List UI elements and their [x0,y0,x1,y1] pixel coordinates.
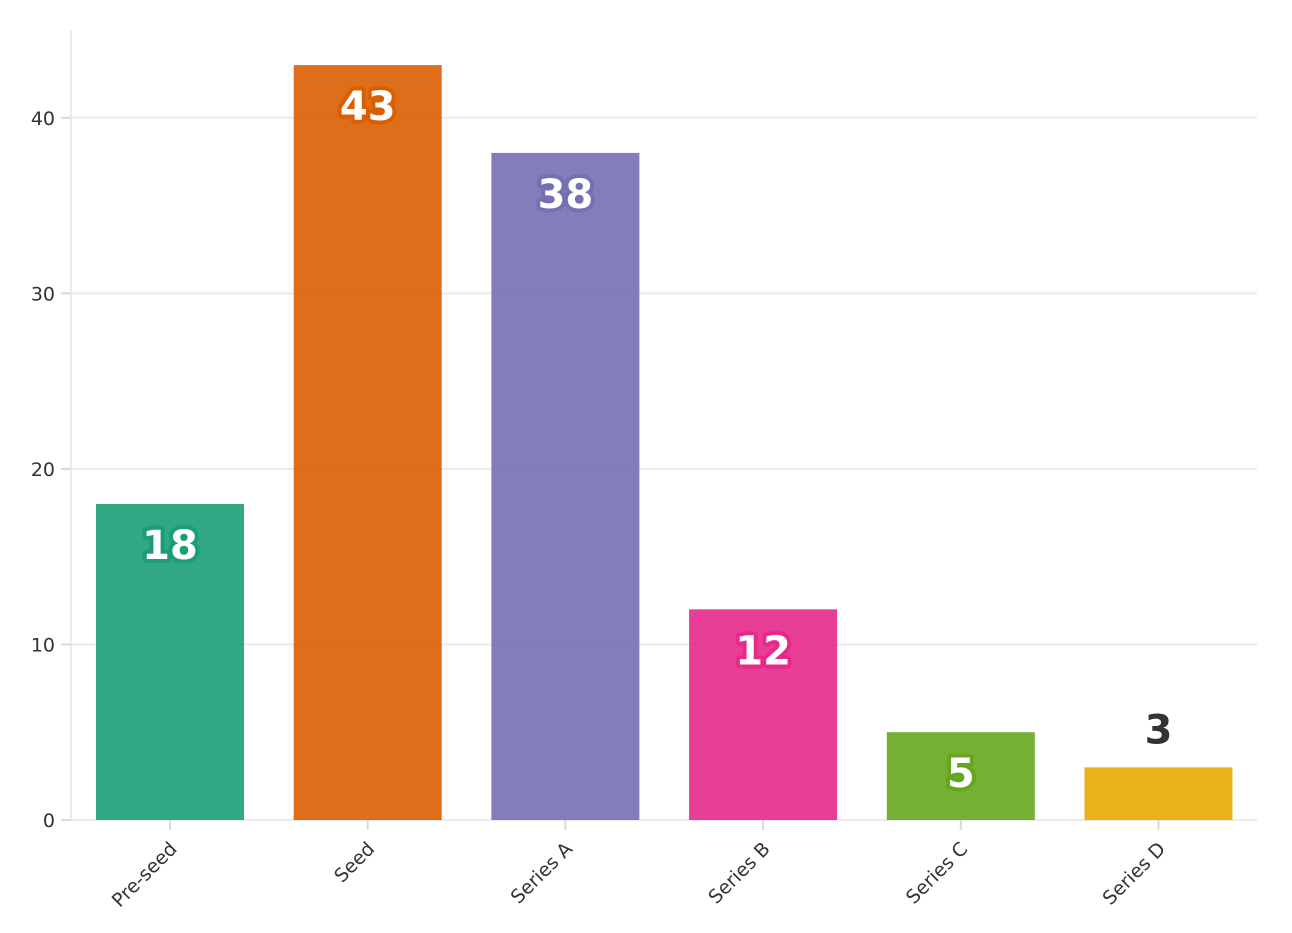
y-tick-label: 0 [43,810,55,832]
bar-series-d [1084,767,1233,820]
y-tick-label: 40 [31,108,55,130]
x-axis-ticks: Pre-seed Seed Series A Series B Series C Seri… [108,820,1170,912]
y-tick-label: 30 [31,283,55,305]
data-label: 3 [1145,707,1173,753]
data-labels: 18 43 38 12 5 3 [138,80,1173,801]
y-tick-label: 20 [31,459,55,481]
x-tick-label: Series D [1099,838,1170,909]
x-tick-label: Pre-seed [108,838,182,912]
x-tick-label: Seed [330,838,379,887]
bar-series-b [689,609,838,820]
bar-pre-seed [96,504,244,820]
y-axis-ticks: 0 10 20 30 40 [31,108,71,832]
bar-series-c [886,732,1035,820]
axes [70,30,1257,821]
x-tick-label: Series A [507,838,577,908]
data-label: 5 [947,751,975,797]
data-label: 18 [142,523,198,569]
y-tick-label: 10 [31,634,55,656]
x-tick-label: Series C [902,838,973,909]
bars [96,65,1233,821]
bar-seed [293,65,442,821]
gridlines [71,116,1257,821]
data-label: 38 [538,172,594,218]
x-tick-label: Series B [704,838,774,908]
data-label: 43 [340,84,396,130]
data-label: 12 [735,628,791,674]
bar-series-a [491,152,640,820]
